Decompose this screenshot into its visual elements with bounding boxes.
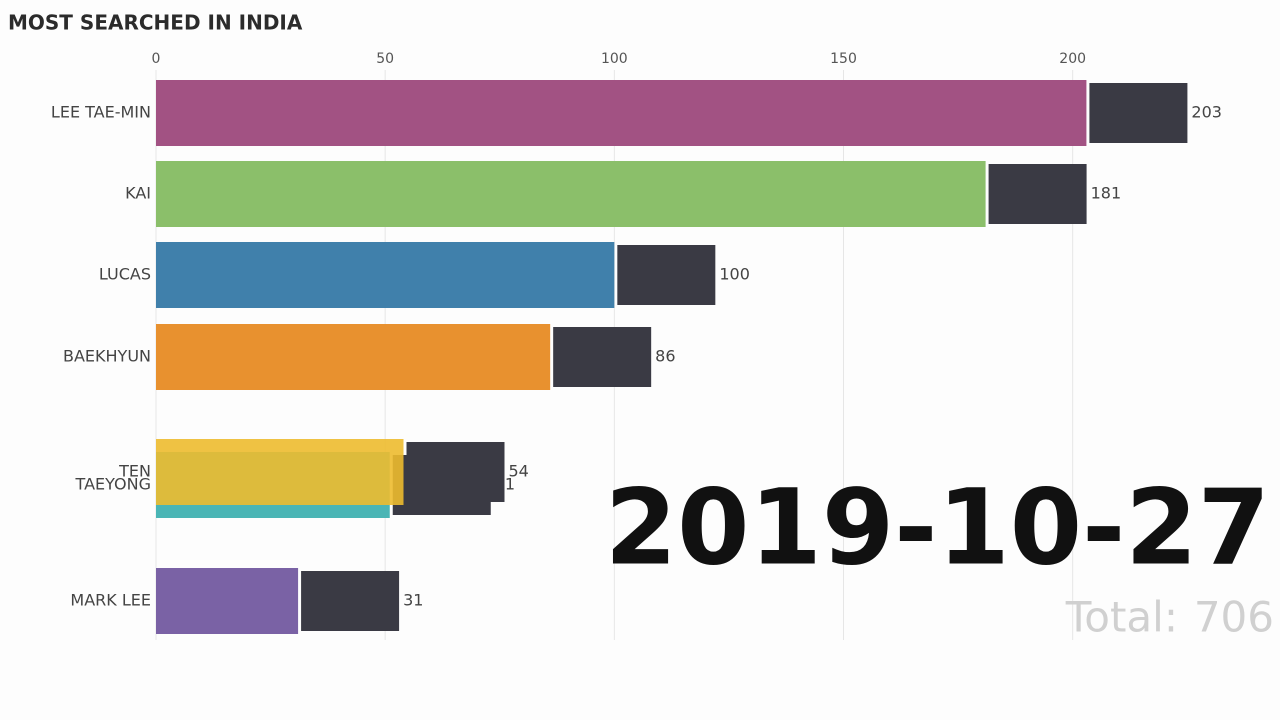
category-label: LUCAS — [99, 265, 151, 284]
value-label: 181 — [1091, 184, 1122, 203]
photo — [617, 245, 716, 305]
bar — [156, 242, 615, 308]
photo — [553, 327, 652, 387]
photo — [406, 442, 505, 502]
photo — [1089, 83, 1188, 143]
bar — [156, 161, 986, 227]
x-tick-label: 100 — [601, 51, 628, 67]
photo — [301, 571, 400, 631]
x-tick-label: 0 — [152, 51, 161, 67]
value-label: 100 — [719, 265, 750, 284]
x-tick-label: 150 — [830, 51, 857, 67]
x-tick-label: 50 — [376, 51, 394, 67]
total-value: 706 — [1194, 593, 1274, 642]
total-label: Total: — [1065, 593, 1178, 642]
date-label: 2019-10-27 — [605, 466, 1270, 588]
value-label: 31 — [403, 591, 423, 610]
category-label: MARK LEE — [70, 591, 151, 610]
bar — [156, 80, 1087, 146]
category-label: KAI — [125, 184, 151, 203]
value-label: 86 — [655, 347, 675, 366]
bar — [156, 439, 404, 505]
chart-title: MOST SEARCHED IN INDIA — [8, 11, 303, 35]
bar — [156, 568, 299, 634]
category-label: TEN — [118, 462, 151, 481]
value-label: 54 — [509, 462, 529, 481]
photo — [988, 164, 1087, 224]
category-label: LEE TAE-MIN — [51, 103, 151, 122]
value-label: 203 — [1191, 103, 1222, 122]
category-label: BAEKHYUN — [63, 347, 151, 366]
x-tick-label: 200 — [1059, 51, 1086, 67]
category-label: TAEYONG — [75, 475, 151, 494]
bar — [156, 324, 551, 390]
